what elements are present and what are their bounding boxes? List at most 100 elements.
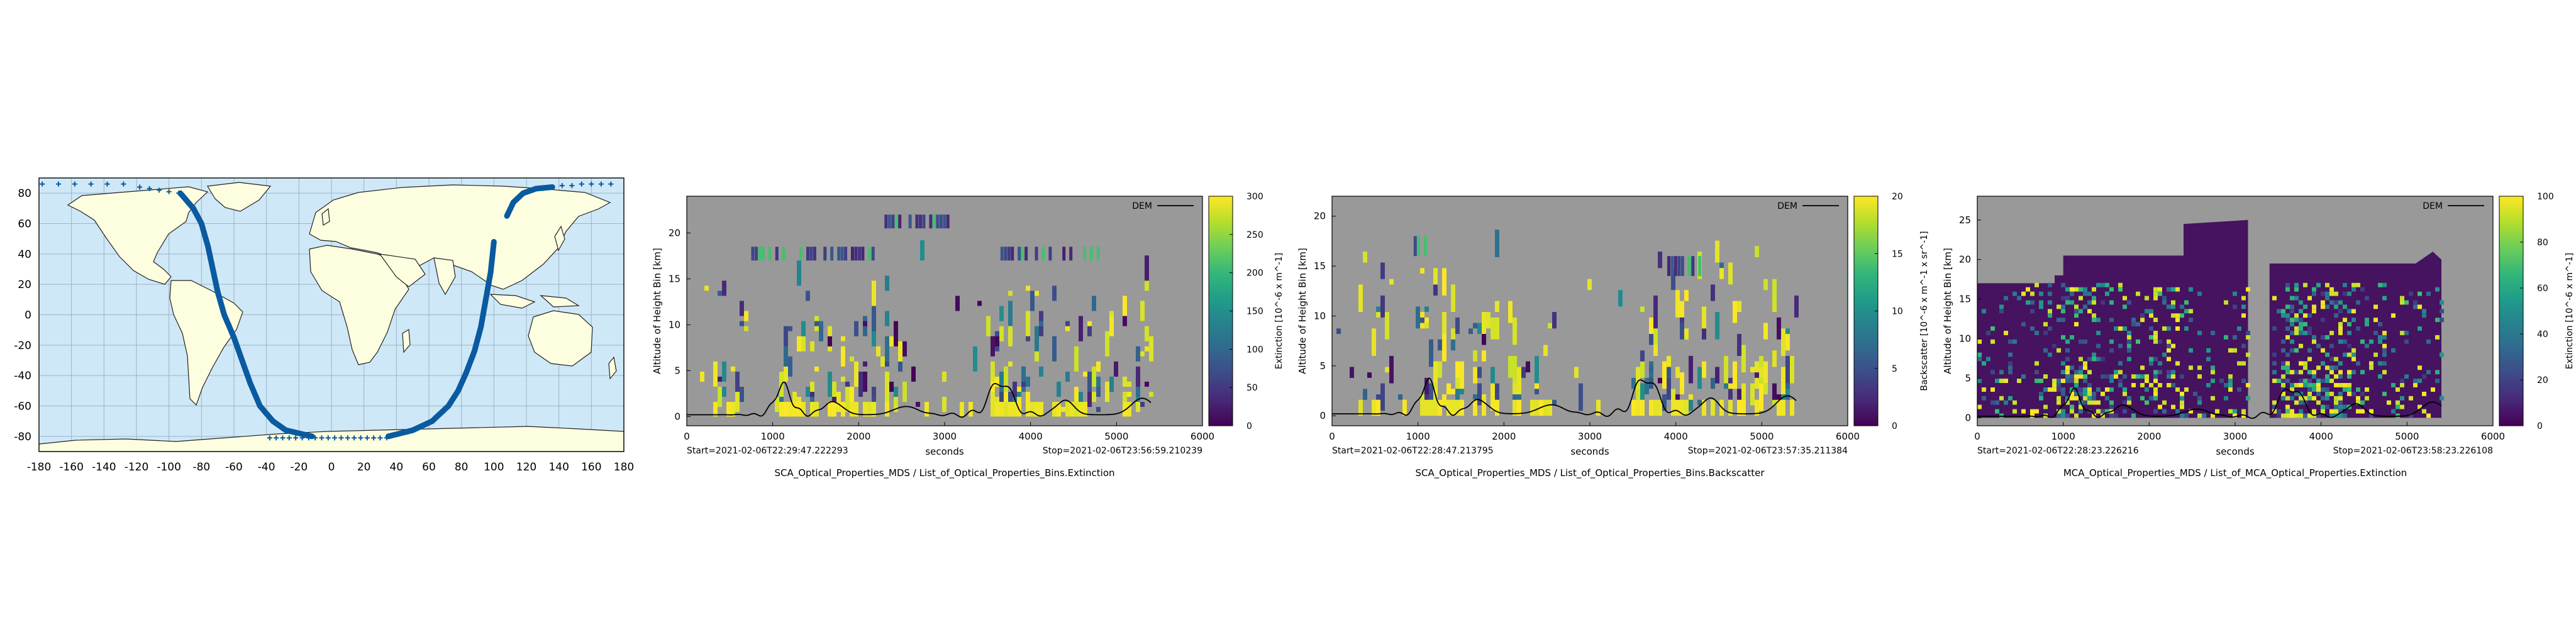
heatmap-cell — [2329, 413, 2334, 418]
heatmap-cell — [2197, 396, 2202, 401]
heatmap-cell — [830, 247, 834, 261]
heatmap-cell — [2338, 300, 2343, 305]
heatmap-cell — [946, 214, 950, 229]
heatmap-cell — [872, 326, 876, 347]
heatmap-cell — [2180, 391, 2184, 396]
heatmap-cell — [1446, 383, 1451, 395]
legend-label: DEM — [1777, 201, 1797, 211]
heatmap-cell — [1417, 236, 1421, 257]
heatmap-cell — [2123, 296, 2127, 301]
heatmap-cell — [2175, 287, 2180, 292]
heatmap-cell — [2285, 313, 2290, 318]
heatmap-cell — [1052, 402, 1057, 417]
heatmap-cell — [1109, 311, 1114, 336]
heatmap-cell — [2202, 413, 2206, 418]
heatmap-cell — [2079, 365, 2083, 370]
heatmap-cell — [2074, 370, 2079, 375]
heatmap-cell — [2290, 309, 2294, 314]
heatmap-cell — [1763, 361, 1768, 384]
heatmap-cell — [2140, 313, 2145, 318]
heatmap-cell — [2237, 361, 2241, 366]
heatmap-cell — [2153, 379, 2158, 383]
heatmap-cell — [1096, 361, 1101, 372]
heatmap-cell — [2057, 318, 2061, 323]
heatmap-cell — [2153, 387, 2158, 392]
heatmap-cell — [1526, 361, 1530, 373]
heatmap-cell — [1737, 301, 1741, 313]
heatmap-cell — [1363, 252, 1367, 263]
heatmap-cell — [2140, 396, 2145, 401]
start-time-label: Start=2021-02-06T22:28:23.226216 — [1977, 446, 2139, 456]
heatmap-cell — [814, 402, 819, 417]
heatmap-cell — [2281, 374, 2285, 379]
heatmap-cell — [2321, 291, 2325, 296]
heatmap-cell — [2246, 335, 2250, 340]
heatmap-cell — [2233, 335, 2237, 340]
heatmap-cell — [1451, 389, 1455, 394]
heatmap-cell — [2149, 326, 2153, 331]
heatmap-cell — [2321, 387, 2325, 392]
heatmap-cell — [1145, 326, 1149, 341]
heatmap-cell — [1982, 309, 1986, 314]
heatmap-cell — [2149, 357, 2153, 362]
heatmap-cell — [735, 371, 740, 392]
heatmap-cell — [1640, 361, 1645, 378]
heatmap-cell — [902, 341, 907, 357]
map-x-tick-label: 160 — [581, 461, 601, 474]
heatmap-cell — [2321, 396, 2325, 401]
heatmap-cell — [1123, 402, 1127, 417]
heatmap-cell — [2285, 352, 2290, 357]
heatmap-cell — [2065, 370, 2070, 375]
heatmap-cell — [2224, 335, 2228, 340]
heatmap-cell — [2215, 409, 2219, 414]
heatmap-cell — [792, 402, 797, 417]
heatmap-cell — [2043, 331, 2048, 335]
heatmap-cell — [2351, 287, 2356, 292]
heatmap-cell — [863, 402, 867, 417]
heatmap-cell — [2351, 318, 2356, 323]
heatmap-cell — [1653, 399, 1658, 416]
heatmap-cell — [1074, 346, 1079, 372]
map-x-tick-label: 40 — [390, 461, 404, 474]
track-descending-pass — [177, 190, 315, 440]
heatmap-cell — [2021, 409, 2026, 414]
heatmap-cell — [2109, 339, 2114, 344]
heatmap-cell — [2329, 291, 2334, 296]
start-time-label: Start=2021-02-06T22:28:47.213795 — [1332, 446, 1494, 456]
heatmap-cell — [2329, 409, 2334, 414]
heatmap-cell — [2307, 331, 2312, 335]
heatmap-cell — [1495, 383, 1499, 406]
heatmap-cell — [2079, 404, 2083, 409]
heatmap-cell — [1416, 306, 1420, 329]
heatmap-cell — [2334, 374, 2338, 379]
heatmap-cell — [2294, 331, 2299, 335]
heatmap-cell — [2307, 370, 2312, 375]
heatmap-cell — [2048, 313, 2052, 318]
heatmap-cell — [2422, 409, 2426, 414]
heatmap-cell — [2285, 413, 2290, 418]
heatmap-cell — [2079, 339, 2083, 344]
y-tick-label: 10 — [1314, 310, 1326, 321]
heatmap-cell — [814, 321, 819, 326]
heatmap-cell — [2303, 365, 2307, 370]
heatmap-cell — [2285, 282, 2290, 287]
heatmap-cell — [2167, 370, 2171, 375]
heatmap-cell — [2329, 370, 2334, 375]
heatmap-cell — [2052, 387, 2057, 392]
heatmap-cell — [1438, 361, 1442, 378]
heatmap-cell — [854, 247, 858, 261]
heatmap-cell — [1109, 376, 1114, 392]
heatmap-cell — [2272, 370, 2277, 375]
heatmap-cell — [1389, 279, 1394, 285]
heatmap-cell — [1636, 399, 1640, 416]
heatmap-cell — [2048, 326, 2052, 331]
heatmap-cell — [2052, 379, 2057, 383]
heatmap-cell — [991, 336, 995, 357]
heatmap-cell — [1367, 372, 1372, 378]
heatmap-cell — [704, 286, 709, 291]
heatmap-cell — [999, 402, 1004, 417]
heatmap-cell — [1052, 286, 1057, 301]
heatmap-cell — [1096, 247, 1100, 261]
heatmap-cell — [2153, 339, 2158, 344]
